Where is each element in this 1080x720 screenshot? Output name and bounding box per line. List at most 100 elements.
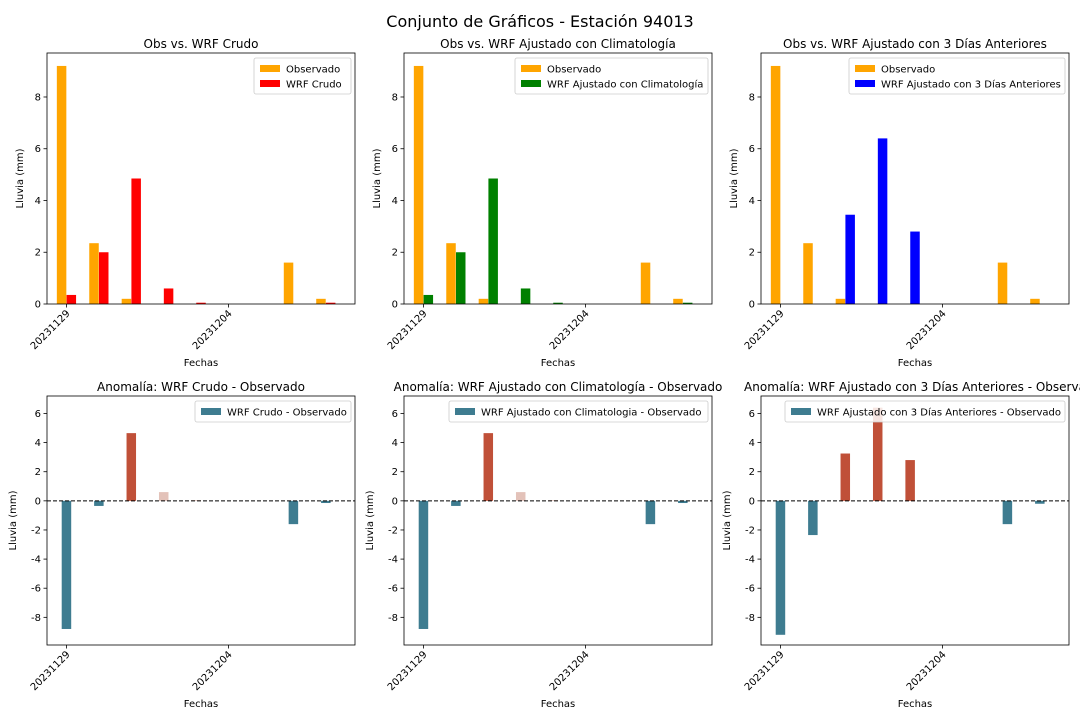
y-tick-label: 0	[749, 300, 755, 311]
legend-entry: WRF Crudo - Observado	[227, 408, 347, 419]
y-tick-label: 4	[749, 438, 755, 449]
y-tick-label: 6	[749, 409, 755, 420]
y-tick-label: 4	[35, 196, 41, 207]
bar-anomaly-day-1	[808, 500, 818, 536]
legend-swatch	[260, 65, 280, 72]
figure-title: Conjunto de Gráficos - Estación 94013	[386, 12, 693, 31]
chart-panel-4: -8 -6 -4 -2 0 2 4 6 20231129 20231204 Anomalía: WR…	[8, 380, 356, 710]
x-axis-label: Fechas	[541, 699, 576, 710]
bar-wrf-day-3	[163, 288, 174, 304]
bar-anomaly-day-0	[61, 500, 72, 629]
bar-observado-day-0	[56, 65, 67, 304]
y-tick-label: -8	[388, 613, 398, 624]
y-tick-label: -6	[745, 584, 755, 595]
legend-entry: WRF Ajustado con Climatología	[547, 79, 703, 91]
y-tick-label: 2	[749, 467, 755, 478]
y-tick-label: 4	[392, 438, 398, 449]
y-tick-label: 0	[392, 496, 398, 507]
y-axis-label: Lluvia (mm)	[365, 490, 376, 550]
chart-panel-3: 0 2 4 6 8 20231129 20231204 Obs vs. WRF Ajustad…	[729, 37, 1070, 369]
y-tick-label: 6	[35, 409, 41, 420]
legend-entry: WRF Crudo	[286, 80, 342, 91]
legend: WRF Ajustado con Climatologia - Observad…	[448, 400, 709, 423]
bar-anomaly-day-3	[158, 492, 169, 501]
legend-swatch	[201, 408, 221, 415]
chart-panel-6: -8 -6 -4 -2 0 2 4 6 20231129 20231204 Anomalía: WR…	[722, 380, 1080, 710]
x-tick-label: 20231129	[743, 649, 787, 693]
bar-anomaly-day-3	[872, 407, 883, 501]
y-axis-label: Lluvia (mm)	[722, 490, 733, 550]
y-tick-label: 2	[392, 248, 398, 259]
bar-wrf-day-8	[325, 302, 336, 304]
legend-swatch	[855, 65, 875, 72]
y-axis-label: Lluvia (mm)	[15, 148, 26, 208]
axes-frame	[403, 52, 713, 305]
x-tick-label: 20231204	[905, 308, 949, 352]
bar-observado-day-7	[997, 262, 1008, 304]
chart-title: Anomalía: WRF Ajustado con Climatología …	[394, 380, 723, 394]
bar-anomaly-day-4	[191, 500, 201, 501]
x-axis-label: Fechas	[898, 358, 933, 369]
y-tick-label: -2	[388, 525, 398, 536]
bar-anomaly-day-8	[321, 500, 331, 504]
axes-frame	[46, 395, 356, 646]
bar-wrf-day-3	[877, 138, 888, 304]
bars-group	[775, 407, 1045, 635]
bar-observado-day-1	[446, 243, 456, 304]
legend-box	[194, 400, 352, 423]
y-tick-label: -2	[745, 525, 755, 536]
bar-anomaly-day-8	[1035, 500, 1045, 504]
bar-observado-day-2	[835, 298, 846, 304]
legend-swatch	[791, 408, 811, 415]
y-tick-label: -8	[31, 613, 41, 624]
legend-box	[514, 57, 709, 95]
legend-entry: WRF Ajustado con 3 Días Anteriores - Obs…	[817, 407, 1061, 419]
bar-wrf-day-4	[553, 302, 563, 304]
chart-title: Anomalía: WRF Ajustado con 3 Días Anteri…	[744, 380, 1080, 394]
x-tick-label: 20231129	[29, 308, 73, 352]
legend: WRF Crudo - Observado	[194, 400, 352, 423]
bar-anomaly-day-7	[645, 500, 656, 525]
bar-observado-day-2	[121, 298, 132, 304]
legend-entry: Observado	[547, 65, 601, 76]
bar-observado-day-2	[478, 298, 489, 304]
bar-anomaly-day-7	[1002, 500, 1013, 525]
axes-frame	[46, 52, 356, 305]
legend-swatch	[455, 408, 475, 415]
bar-wrf-day-3	[520, 288, 531, 304]
x-tick-label: 20231129	[29, 649, 73, 693]
y-tick-label: -4	[745, 555, 755, 566]
bar-wrf-day-2	[131, 178, 141, 304]
y-tick-label: -6	[31, 584, 41, 595]
y-tick-label: 8	[35, 92, 41, 103]
x-tick-label: 20231204	[905, 649, 949, 693]
y-tick-label: 8	[392, 92, 398, 103]
x-tick-label: 20231204	[548, 649, 592, 693]
bar-anomaly-day-2	[126, 433, 137, 501]
y-tick-label: 6	[392, 409, 398, 420]
bar-anomaly-day-8	[678, 500, 688, 504]
bar-wrf-day-2	[488, 178, 498, 304]
y-tick-label: 2	[392, 467, 398, 478]
y-tick-label: -2	[31, 525, 41, 536]
y-tick-label: -8	[745, 613, 755, 624]
axes-frame	[760, 395, 1070, 646]
x-tick-label: 20231129	[386, 308, 430, 352]
y-tick-label: 0	[35, 300, 41, 311]
legend: Observado WRF Ajustado con Climatología	[514, 57, 709, 95]
bars-group	[413, 65, 693, 304]
y-tick-label: 4	[392, 196, 398, 207]
legend-box	[784, 400, 1066, 423]
chart-title: Obs vs. WRF Crudo	[144, 37, 259, 51]
bar-wrf-day-4	[196, 302, 206, 304]
x-tick-label: 20231129	[386, 649, 430, 693]
bars-group	[418, 433, 688, 629]
bar-anomaly-day-2	[840, 453, 851, 501]
y-tick-label: 6	[35, 144, 41, 155]
y-tick-label: 6	[749, 144, 755, 155]
x-tick-label: 20231204	[191, 649, 235, 693]
bar-observado-day-7	[283, 262, 294, 304]
bar-anomaly-day-7	[288, 500, 299, 525]
y-tick-label: 2	[35, 248, 41, 259]
